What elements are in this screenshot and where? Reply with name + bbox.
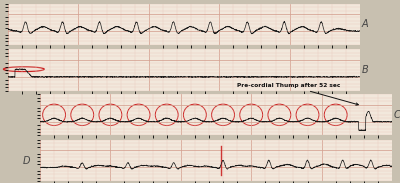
Text: Pre-cordial Thump after 52 sec: Pre-cordial Thump after 52 sec: [237, 83, 358, 105]
Text: D: D: [22, 156, 30, 166]
Text: C: C: [394, 110, 400, 120]
Text: B: B: [362, 65, 368, 75]
Text: A: A: [362, 19, 368, 29]
